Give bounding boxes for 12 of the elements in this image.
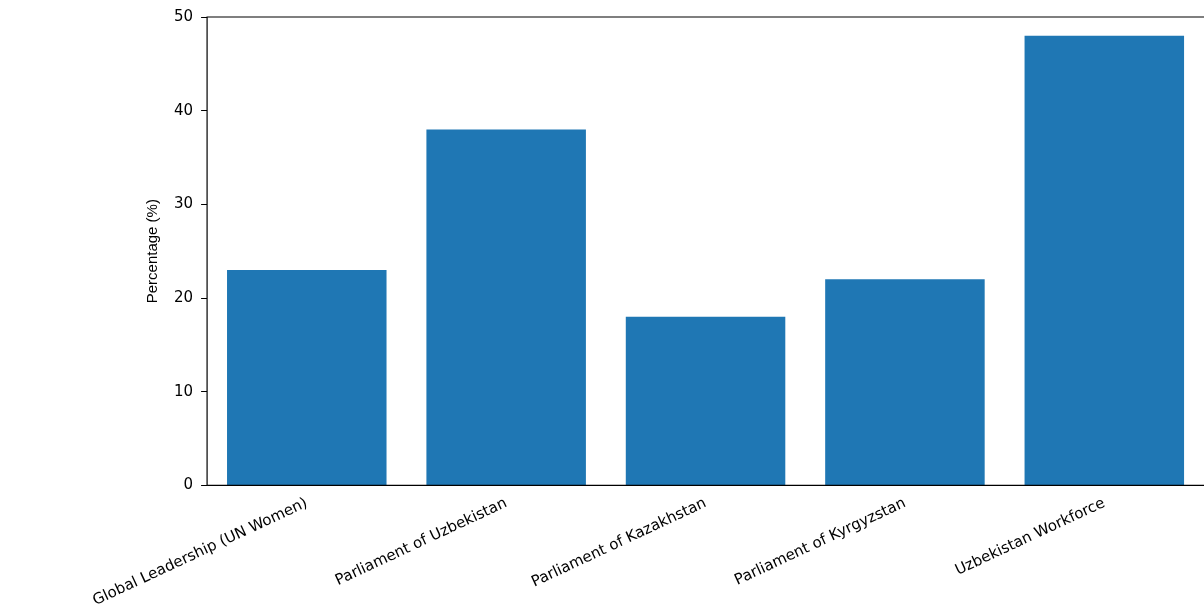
- bar: [825, 279, 985, 485]
- y-tick-label: 0: [183, 475, 194, 494]
- y-tick-label: 40: [173, 100, 194, 119]
- y-tick-label: 50: [173, 6, 194, 25]
- bar: [426, 129, 586, 485]
- y-tick-label: 10: [173, 381, 194, 400]
- y-tick-label: 20: [173, 287, 194, 306]
- y-axis-title: Percentage (%): [143, 199, 161, 304]
- bar: [625, 316, 786, 485]
- y-tick-label: 30: [173, 194, 194, 213]
- bar: [227, 269, 387, 485]
- bar: [1024, 35, 1185, 485]
